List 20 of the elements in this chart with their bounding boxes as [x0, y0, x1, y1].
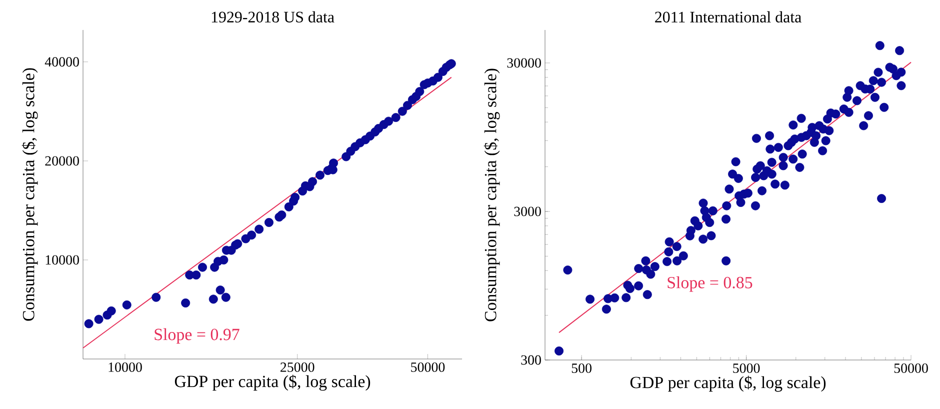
y-tick-label: 20000 — [45, 156, 79, 166]
x-tick-label: 5000 — [733, 364, 760, 373]
y-axis-title: Consumption per capita ($, log scale) — [22, 68, 38, 321]
y-tick-label: 3000 — [514, 206, 541, 216]
x-axis-title: GDP per capita ($, log scale) — [174, 374, 370, 391]
x-tick-label: 50000 — [411, 362, 445, 372]
x-axis-title: GDP per capita ($, log scale) — [630, 376, 826, 392]
x-tick-label: 25000 — [280, 362, 314, 372]
y-tick-label: 300 — [521, 355, 541, 365]
y-tick-label: 40000 — [44, 57, 79, 67]
y-tick-label: 30000 — [507, 58, 541, 68]
chart-title: 2011 International data — [655, 11, 802, 22]
x-tick-label: 50000 — [894, 364, 928, 373]
annotation: Slope = 0.97 — [154, 328, 240, 344]
annotation: Slope = 0.85 — [668, 276, 752, 292]
y-axis-title: Consumption per capita ($, log scale) — [484, 68, 500, 322]
y-tick-label: 10000 — [46, 255, 79, 265]
x-tick-label: 10000 — [108, 362, 142, 372]
x-tick-label: 500 — [572, 364, 592, 373]
chart-title: 1929-2018 US data — [212, 11, 334, 22]
